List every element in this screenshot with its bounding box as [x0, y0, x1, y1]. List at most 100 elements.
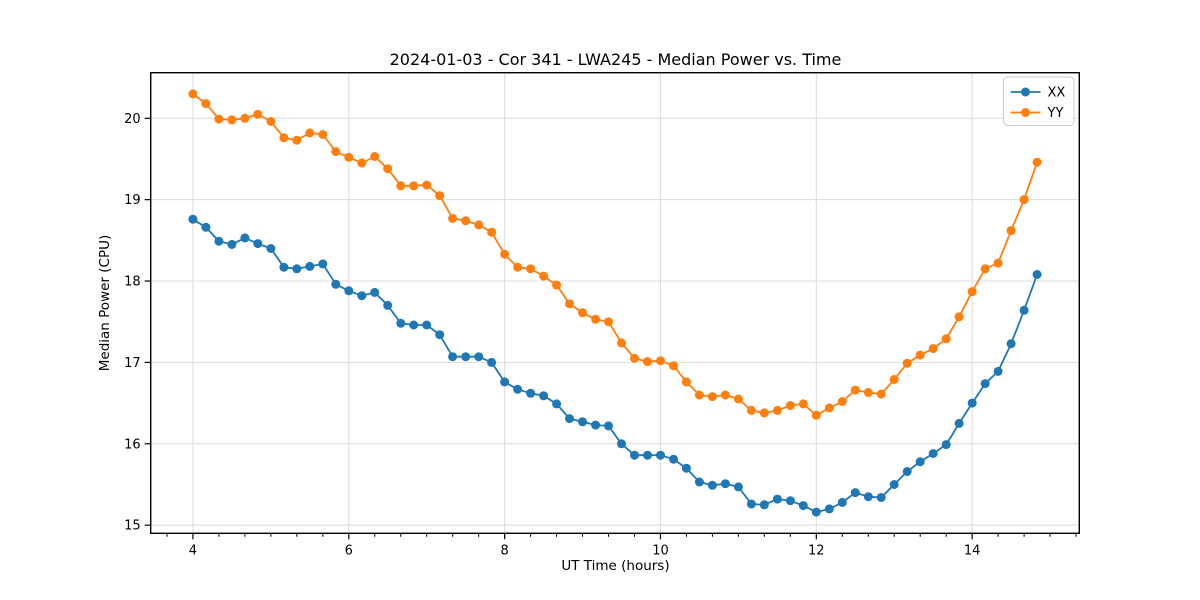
series-xx-marker [383, 300, 393, 310]
series-xx-marker [967, 398, 977, 408]
series-xx-marker [409, 320, 419, 330]
series-yy-marker [1032, 157, 1042, 167]
series-xx-marker [617, 439, 626, 449]
series-yy-marker [889, 375, 899, 384]
series-yy-marker [1006, 226, 1016, 236]
series-yy-marker [694, 390, 704, 400]
series-yy-marker [837, 397, 847, 406]
series-yy-marker [759, 408, 769, 418]
series-yy-marker [500, 249, 510, 259]
series-xx-marker [1032, 270, 1042, 279]
series-xx-marker [954, 418, 964, 428]
series-yy-marker [643, 357, 652, 367]
series-yy-marker [656, 356, 665, 366]
series-xx-marker [1006, 339, 1016, 349]
series-xx-marker [733, 482, 743, 492]
series-yy-marker [214, 114, 224, 124]
y-tick-label: 18 [124, 275, 141, 290]
series-yy-marker [344, 152, 354, 162]
series-xx-marker [214, 236, 224, 246]
series-xx-marker [487, 357, 497, 367]
x-axis-label: UT Time (hours) [561, 558, 670, 574]
series-xx-marker [370, 287, 380, 297]
series-yy-marker [720, 390, 730, 400]
series-yy-marker [967, 287, 977, 297]
series-yy-marker [279, 133, 289, 143]
series-yy-marker [591, 314, 601, 324]
x-tick-label: 14 [964, 543, 981, 558]
series-yy-marker [188, 89, 198, 99]
series-xx-marker [344, 286, 354, 296]
x-tick-label: 10 [652, 543, 669, 558]
series-xx-marker [474, 352, 484, 362]
series-xx-marker [240, 233, 250, 243]
series-yy-marker [448, 213, 458, 223]
series-yy-marker [461, 216, 471, 226]
series-yy-marker [474, 220, 484, 230]
series-yy-marker [941, 334, 951, 344]
series-xx-marker [643, 450, 652, 460]
series-xx-marker [811, 507, 821, 517]
series-xx-marker [279, 262, 289, 272]
series-xx-marker [980, 379, 990, 389]
series-yy-marker [954, 312, 964, 322]
series-yy-marker [707, 392, 717, 402]
series-xx-marker [681, 463, 691, 473]
series-yy-marker [669, 361, 678, 371]
series-xx-marker [889, 480, 899, 489]
series-xx-marker [941, 440, 951, 450]
series-xx-marker [292, 264, 302, 274]
series-xx-marker [863, 492, 873, 502]
series-xx-marker [772, 494, 782, 504]
series-yy-marker [733, 394, 743, 404]
series-xx-marker [396, 318, 406, 328]
series-yy-marker [552, 280, 562, 290]
series-yy-marker [1019, 195, 1029, 205]
series-xx-marker [227, 239, 237, 249]
series-yy-marker [227, 115, 237, 125]
series-yy-marker [915, 350, 925, 360]
series-yy-marker [928, 344, 938, 354]
series-xx-marker [578, 417, 587, 427]
legend-label-xx: XX [1048, 86, 1066, 101]
series-xx-marker [461, 352, 471, 362]
series-xx-marker [305, 261, 315, 271]
y-tick-label: 15 [124, 519, 141, 534]
series-yy-marker [253, 109, 263, 119]
series-yy-marker [318, 130, 328, 139]
series-xx-marker [785, 496, 795, 506]
series-yy-marker [305, 128, 315, 138]
series-xx-marker [824, 504, 834, 514]
series-yy-marker [526, 264, 536, 274]
series-yy-marker [266, 117, 276, 126]
series-xx-marker [630, 450, 639, 460]
series-xx-marker [928, 449, 938, 458]
y-tick-label: 19 [124, 193, 141, 208]
series-xx-marker [513, 384, 523, 394]
series-yy-marker [383, 164, 393, 174]
series-yy-marker [876, 389, 886, 399]
series-xx-marker [331, 279, 341, 289]
series-xx-marker [422, 320, 432, 330]
series-yy-line [192, 93, 1038, 417]
series-xx-marker [746, 499, 756, 509]
series-xx-marker [1019, 305, 1029, 315]
series-yy-marker [630, 353, 639, 363]
series-xx-marker [694, 477, 704, 487]
series-xx-marker [435, 330, 445, 340]
series-xx-marker [837, 497, 847, 507]
y-tick-label: 17 [124, 356, 141, 371]
x-tick-label: 6 [345, 543, 353, 558]
series-yy-marker [850, 385, 860, 395]
series-xx-marker [526, 388, 536, 398]
chart-title: 2024-01-03 - Cor 341 - LWA245 - Median P… [389, 50, 842, 69]
series-xx-marker [656, 450, 665, 460]
x-tick-label: 8 [500, 543, 508, 558]
series-xx-marker [707, 480, 717, 490]
series-xx-marker [915, 457, 925, 467]
series-yy-marker [409, 181, 419, 191]
series-xx-marker [669, 454, 678, 464]
series-xx-marker [188, 214, 198, 224]
legend-label-yy: YY [1047, 106, 1064, 121]
series-xx-marker [266, 244, 276, 253]
